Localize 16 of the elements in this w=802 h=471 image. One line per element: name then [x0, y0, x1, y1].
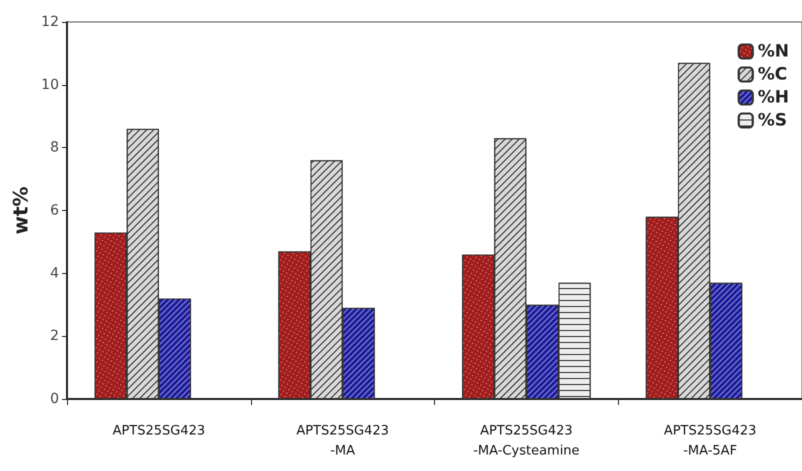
y-tick-label: 8 — [50, 140, 59, 156]
y-tick-label: 10 — [41, 76, 59, 93]
x-tick-label: APTS25SG423 -MA-Cysteamine — [473, 424, 580, 458]
x-tick-label: APTS25SG423 — [112, 424, 206, 438]
legend-label: %H — [758, 88, 790, 108]
y-tick-label: 2 — [50, 328, 59, 344]
legend-label: %N — [758, 42, 790, 62]
y-tick-label: 12 — [41, 14, 59, 30]
x-tick-label: APTS25SG423 -MA-5AF — [664, 424, 756, 458]
x-tick-label: APTS25SG423 -MA — [296, 424, 389, 458]
y-tick-label: 4 — [50, 265, 60, 282]
y-tick-label: 0 — [50, 391, 59, 407]
y-axis-title: wt% — [8, 186, 32, 235]
legend-label: %C — [758, 64, 788, 84]
y-tick-label: 6 — [50, 202, 60, 218]
legend-label: %S — [758, 110, 788, 130]
